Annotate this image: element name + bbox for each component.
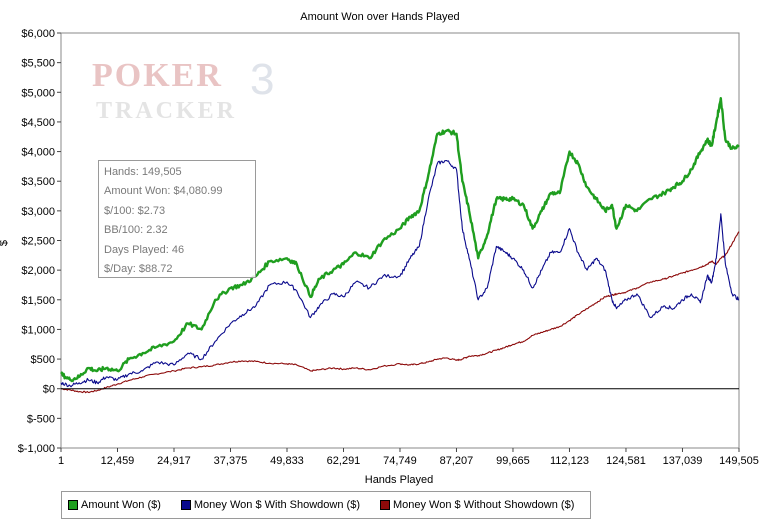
series-line-1 [60, 159, 739, 388]
y-tick-label: $-1,000 [18, 443, 55, 455]
stats-days-played: Days Played: 46 [104, 243, 185, 256]
x-tick-label: 87,207 [440, 455, 474, 467]
stats-amount-won: Amount Won: $4,080.99 [104, 185, 223, 198]
y-axis-title: $ [0, 240, 10, 246]
stats-bb-100: BB/100: 2.32 [104, 224, 168, 237]
y-tick-label: $500 [31, 354, 55, 366]
series-line-0 [60, 96, 740, 383]
x-tick-label: 12,459 [101, 455, 135, 467]
y-tick-label: $6,000 [21, 28, 55, 40]
series-line-2 [60, 231, 740, 394]
legend-label-with-showdown: Money Won $ With Showdown ($) [193, 499, 360, 511]
x-tick-label: 37,375 [214, 455, 248, 467]
legend-item-amount-won[interactable]: Amount Won ($) [68, 499, 161, 511]
y-tick-label: $3,500 [21, 176, 55, 188]
x-tick-label: 62,291 [327, 455, 361, 467]
legend-swatch-with-showdown [180, 500, 191, 510]
x-tick-label: 49,833 [270, 455, 304, 467]
legend-item-without-showdown[interactable]: Money Won $ Without Showdown ($) [379, 499, 575, 511]
legend-label-amount-won: Amount Won ($) [81, 499, 161, 511]
legend-item-with-showdown[interactable]: Money Won $ With Showdown ($) [180, 499, 360, 511]
y-tick-label: $4,000 [21, 147, 55, 159]
x-tick-label: 112,123 [550, 455, 589, 467]
x-tick-label: 99,665 [496, 455, 530, 467]
y-tick-label: $3,000 [21, 206, 55, 218]
x-tick-label: 24,917 [157, 455, 191, 467]
y-tick-label: $1,500 [21, 295, 55, 307]
legend-swatch-amount-won [68, 500, 78, 510]
y-tick-label: $5,500 [21, 58, 55, 70]
x-axis-title: Hands Played [365, 474, 434, 486]
y-tick-label: $4,500 [21, 117, 55, 129]
stats-tooltip-box: Hands: 149,505 Amount Won: $4,080.99 $/1… [98, 160, 256, 278]
legend-label-without-showdown: Money Won $ Without Showdown ($) [392, 499, 575, 511]
x-tick-label: 1 [58, 455, 64, 467]
legend: Amount Won ($) Money Won $ With Showdown… [61, 491, 591, 519]
legend-swatch-without-showdown [379, 500, 390, 510]
y-tick-label: $2,000 [21, 265, 55, 277]
y-tick-label: $5,000 [21, 87, 55, 99]
y-tick-label: $-500 [27, 413, 55, 425]
stats-per-day: $/Day: $88.72 [104, 262, 173, 275]
x-tick-label: 124,581 [606, 455, 646, 467]
x-tick-label: 137,039 [663, 455, 703, 467]
y-tick-label: $2,500 [21, 236, 55, 248]
x-tick-label: 149,505 [719, 455, 759, 467]
y-tick-label: $1,000 [21, 324, 55, 336]
chart-title: Amount Won over Hands Played [300, 11, 460, 23]
stats-hands: Hands: 149,505 [104, 166, 182, 178]
y-tick-label: $0 [43, 384, 55, 396]
stats-per-100: $/100: $2.73 [104, 204, 166, 217]
x-tick-label: 74,749 [383, 455, 417, 467]
